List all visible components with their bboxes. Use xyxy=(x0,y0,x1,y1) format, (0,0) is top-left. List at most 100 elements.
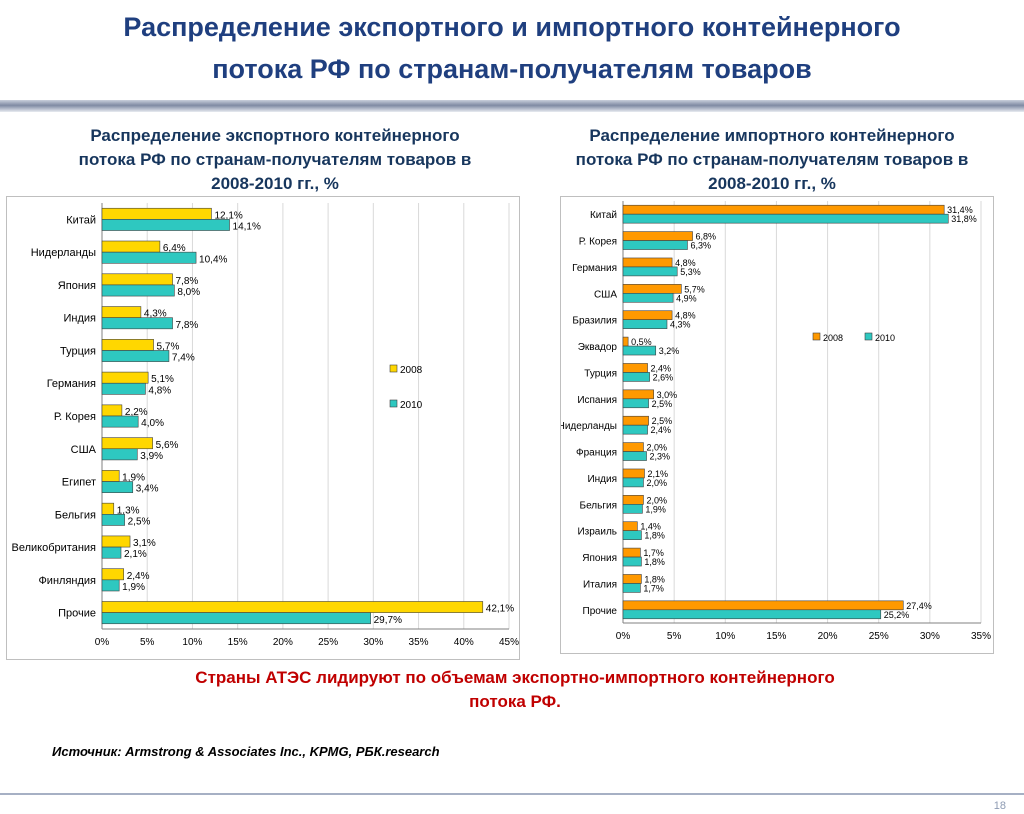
bar-2010 xyxy=(101,612,371,625)
data-label: 3,1% xyxy=(133,538,156,549)
bar-2008 xyxy=(622,442,644,452)
category-label: Бразилия xyxy=(572,316,617,327)
x-tick-label: 5% xyxy=(140,637,155,648)
conclusion-line-2: потока РФ. xyxy=(469,692,561,711)
bar-2008 xyxy=(101,568,125,581)
category-label: Эквадор xyxy=(578,342,618,353)
data-label: 1,8% xyxy=(644,531,665,541)
bar-2008 xyxy=(101,601,484,613)
bar-2010 xyxy=(101,514,125,526)
data-label: 1,9% xyxy=(122,582,145,593)
data-label: 6,8% xyxy=(696,232,717,242)
data-label: 4,8% xyxy=(148,385,171,396)
data-label: 1,9% xyxy=(122,473,145,484)
x-tick-label: 20% xyxy=(273,637,293,648)
data-label: 5,6% xyxy=(156,440,179,451)
bar-2008 xyxy=(622,204,945,215)
bar-2010 xyxy=(622,266,678,277)
slide-title-line-1: Распределение экспортного и импортного к… xyxy=(123,12,901,42)
bar-2010 xyxy=(622,583,641,593)
category-label: Италия xyxy=(583,579,617,590)
title-divider xyxy=(0,100,1024,112)
category-label: Р. Корея xyxy=(579,237,617,248)
category-label: Испания xyxy=(577,395,617,406)
bar-2008 xyxy=(622,363,648,373)
data-label: 3,0% xyxy=(657,390,678,400)
category-label: Израиль xyxy=(577,527,617,538)
bar-2008 xyxy=(622,336,629,347)
bar-2010 xyxy=(101,579,120,592)
category-label: Китай xyxy=(66,214,96,226)
x-tick-label: 30% xyxy=(920,631,940,642)
bar-2010 xyxy=(622,213,949,224)
bar-2008 xyxy=(622,284,682,294)
category-label: Индия xyxy=(63,313,96,325)
category-label: Германия xyxy=(572,263,617,274)
data-label: 5,1% xyxy=(151,374,174,385)
import-chart-title-line-2: потока РФ по странам-получателям товаров… xyxy=(575,150,969,169)
import-chart-title-line-3: 2008-2010 гг., % xyxy=(708,174,836,193)
category-label: Франция xyxy=(576,448,617,459)
category-label: Нидерланды xyxy=(31,247,96,259)
data-label: 2,0% xyxy=(646,478,667,488)
data-label: 25,2% xyxy=(884,610,910,620)
bar-2010 xyxy=(622,477,644,488)
bar-2010 xyxy=(622,319,668,329)
data-label: 7,8% xyxy=(176,276,199,287)
category-label: Китай xyxy=(590,210,617,221)
bar-2010 xyxy=(101,284,175,297)
data-label: 1,7% xyxy=(643,583,664,593)
data-label: 2,1% xyxy=(647,469,668,479)
x-tick-label: 15% xyxy=(766,631,786,642)
export-chart-title-line-1: Распределение экспортного контейнерного xyxy=(90,126,460,145)
slide-title: Распределение экспортного и импортного к… xyxy=(0,6,1024,90)
x-tick-label: 25% xyxy=(318,637,338,648)
x-tick-label: 25% xyxy=(869,631,889,642)
slide-title-line-2: потока РФ по странам-получателям товаров xyxy=(212,54,812,84)
category-label: Германия xyxy=(47,378,96,390)
bar-2010 xyxy=(101,251,197,264)
x-tick-label: 0% xyxy=(95,637,110,648)
data-label: 31,8% xyxy=(951,214,977,224)
bar-2008 xyxy=(622,310,673,320)
data-label: 1,8% xyxy=(644,574,665,584)
data-label: 2,4% xyxy=(127,571,150,582)
bar-2008 xyxy=(101,306,142,318)
data-label: 2,0% xyxy=(646,495,667,505)
x-tick-label: 10% xyxy=(182,637,202,648)
bar-2008 xyxy=(101,207,212,220)
export-chart: 0% 5% 10% 15% 20% 25% 30% 35% 40% 45% Китай 12,1% 14… xyxy=(6,196,520,660)
data-label: 4,3% xyxy=(144,309,167,320)
data-label: 6,3% xyxy=(690,241,711,251)
data-label: 3,4% xyxy=(136,484,159,495)
page-number: 18 xyxy=(993,800,1006,812)
data-label: 12,1% xyxy=(214,210,242,221)
category-label: Нидерланды xyxy=(561,421,617,432)
data-label: 1,7% xyxy=(643,548,664,558)
data-label: 2,1% xyxy=(124,549,147,560)
data-label: 2,2% xyxy=(125,407,148,418)
data-label: 4,8% xyxy=(675,311,696,321)
source-note: Источник: Armstrong & Associates Inc., K… xyxy=(52,744,440,759)
bar-2008 xyxy=(622,495,644,505)
x-tick-label: 5% xyxy=(667,631,682,642)
export-chart-title-line-3: 2008-2010 гг., % xyxy=(211,174,339,193)
data-label: 42,1% xyxy=(486,604,514,615)
data-label: 7,8% xyxy=(176,320,199,331)
bar-2010 xyxy=(622,504,643,514)
bar-2008 xyxy=(101,240,161,253)
legend-label-2008: 2008 xyxy=(823,333,843,343)
bar-2010 xyxy=(622,424,648,435)
data-label: 4,9% xyxy=(676,293,697,303)
bar-2008 xyxy=(622,257,673,268)
category-label: Индия xyxy=(587,474,617,485)
export-chart-title: Распределение экспортного контейнерного … xyxy=(30,124,520,196)
bar-2008 xyxy=(622,521,638,531)
bar-2008 xyxy=(622,547,641,558)
data-label: 0,5% xyxy=(631,337,652,347)
legend-swatch-2008 xyxy=(812,332,821,341)
data-label: 2,5% xyxy=(652,416,673,426)
data-label: 5,3% xyxy=(680,267,701,277)
x-tick-label: 10% xyxy=(715,631,735,642)
data-label: 27,4% xyxy=(906,601,932,611)
